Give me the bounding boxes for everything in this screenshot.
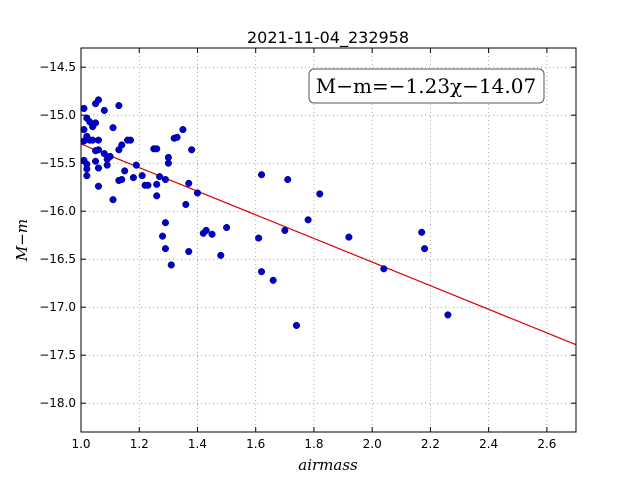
data-point bbox=[80, 137, 88, 145]
x-tick-label: 1.8 bbox=[304, 437, 323, 451]
x-tick-label: 2.0 bbox=[363, 437, 382, 451]
data-point bbox=[144, 181, 152, 189]
y-tick-label: −15.5 bbox=[39, 156, 76, 170]
x-tick-label: 1.2 bbox=[130, 437, 149, 451]
y-tick-label: −14.5 bbox=[39, 60, 76, 74]
data-point bbox=[188, 146, 196, 154]
data-point bbox=[158, 232, 167, 240]
data-point bbox=[185, 247, 193, 256]
y-tick-label: −16.5 bbox=[39, 252, 76, 266]
y-tick-label: −17.5 bbox=[39, 348, 76, 362]
data-point bbox=[115, 102, 123, 110]
data-point bbox=[345, 233, 353, 241]
data-point bbox=[132, 161, 140, 169]
x-tick-label: 1.6 bbox=[246, 437, 265, 451]
annotation-box bbox=[308, 68, 545, 104]
annotation-text: M−m=−1.23χ−14.07 bbox=[316, 74, 536, 98]
data-point bbox=[182, 200, 190, 209]
data-point bbox=[257, 268, 266, 276]
chart-title: 2021-11-04_232958 bbox=[247, 28, 409, 48]
data-point bbox=[418, 228, 426, 236]
x-tick-label: 2.2 bbox=[421, 437, 440, 451]
data-point bbox=[92, 119, 100, 127]
data-point bbox=[156, 173, 164, 181]
data-point bbox=[100, 106, 108, 114]
data-point bbox=[380, 265, 388, 273]
y-tick-label: −18.0 bbox=[39, 396, 76, 410]
data-point bbox=[80, 104, 88, 113]
x-tick-label: 1.0 bbox=[71, 437, 90, 451]
data-point bbox=[179, 126, 187, 134]
data-point bbox=[94, 136, 103, 144]
x-tick-label: 2.6 bbox=[537, 437, 556, 451]
data-point bbox=[173, 133, 181, 141]
data-point bbox=[94, 182, 103, 190]
data-point bbox=[118, 141, 126, 149]
data-point bbox=[109, 124, 117, 132]
data-point bbox=[129, 174, 137, 182]
data-point bbox=[92, 157, 100, 165]
data-point bbox=[83, 165, 91, 173]
fit-equation-annotation: M−m=−1.23χ−14.07 bbox=[308, 68, 545, 104]
data-point bbox=[255, 234, 263, 242]
data-point bbox=[316, 190, 324, 198]
data-point bbox=[292, 321, 301, 329]
data-point bbox=[193, 189, 202, 197]
data-point bbox=[304, 216, 312, 224]
data-point bbox=[202, 226, 210, 234]
data-point bbox=[126, 136, 135, 144]
data-point bbox=[223, 223, 231, 232]
data-point bbox=[83, 172, 91, 180]
data-point bbox=[257, 171, 266, 179]
data-point bbox=[164, 153, 172, 161]
plot-area: 1.0 1.2 1.4 1.6 1.8 2.0 2.2 2.4 2.6 −14.5 −15.0 −15… bbox=[39, 47, 577, 451]
data-point bbox=[161, 245, 169, 253]
data-point bbox=[138, 172, 146, 180]
data-point bbox=[109, 196, 117, 204]
data-point bbox=[281, 226, 289, 234]
data-point bbox=[269, 276, 277, 284]
x-axis-label: airmass bbox=[298, 456, 358, 474]
data-point bbox=[185, 179, 193, 187]
data-point bbox=[153, 180, 161, 188]
data-point bbox=[153, 192, 161, 200]
plot-frame bbox=[80, 47, 577, 433]
data-point bbox=[444, 311, 452, 319]
data-point bbox=[100, 150, 108, 158]
data-point bbox=[103, 161, 111, 169]
data-point bbox=[421, 245, 429, 253]
y-tick-label: −16.0 bbox=[39, 204, 76, 218]
data-point bbox=[161, 175, 169, 184]
x-tick-label: 2.4 bbox=[479, 437, 498, 451]
data-point bbox=[161, 219, 169, 227]
y-axis-label: M−m bbox=[13, 219, 31, 262]
data-point bbox=[80, 126, 88, 134]
data-point bbox=[94, 96, 103, 104]
y-tick-label: −15.0 bbox=[39, 108, 76, 122]
x-tick-label: 1.4 bbox=[188, 437, 207, 451]
data-point bbox=[167, 261, 175, 269]
data-point bbox=[106, 152, 114, 161]
data-point bbox=[121, 167, 129, 175]
data-point bbox=[94, 146, 103, 154]
data-point bbox=[118, 175, 126, 184]
data-point bbox=[217, 251, 225, 259]
data-point bbox=[208, 230, 216, 238]
data-point bbox=[284, 175, 292, 184]
data-point bbox=[153, 145, 161, 153]
y-tick-label: −17.0 bbox=[39, 300, 76, 314]
data-point bbox=[94, 164, 103, 172]
